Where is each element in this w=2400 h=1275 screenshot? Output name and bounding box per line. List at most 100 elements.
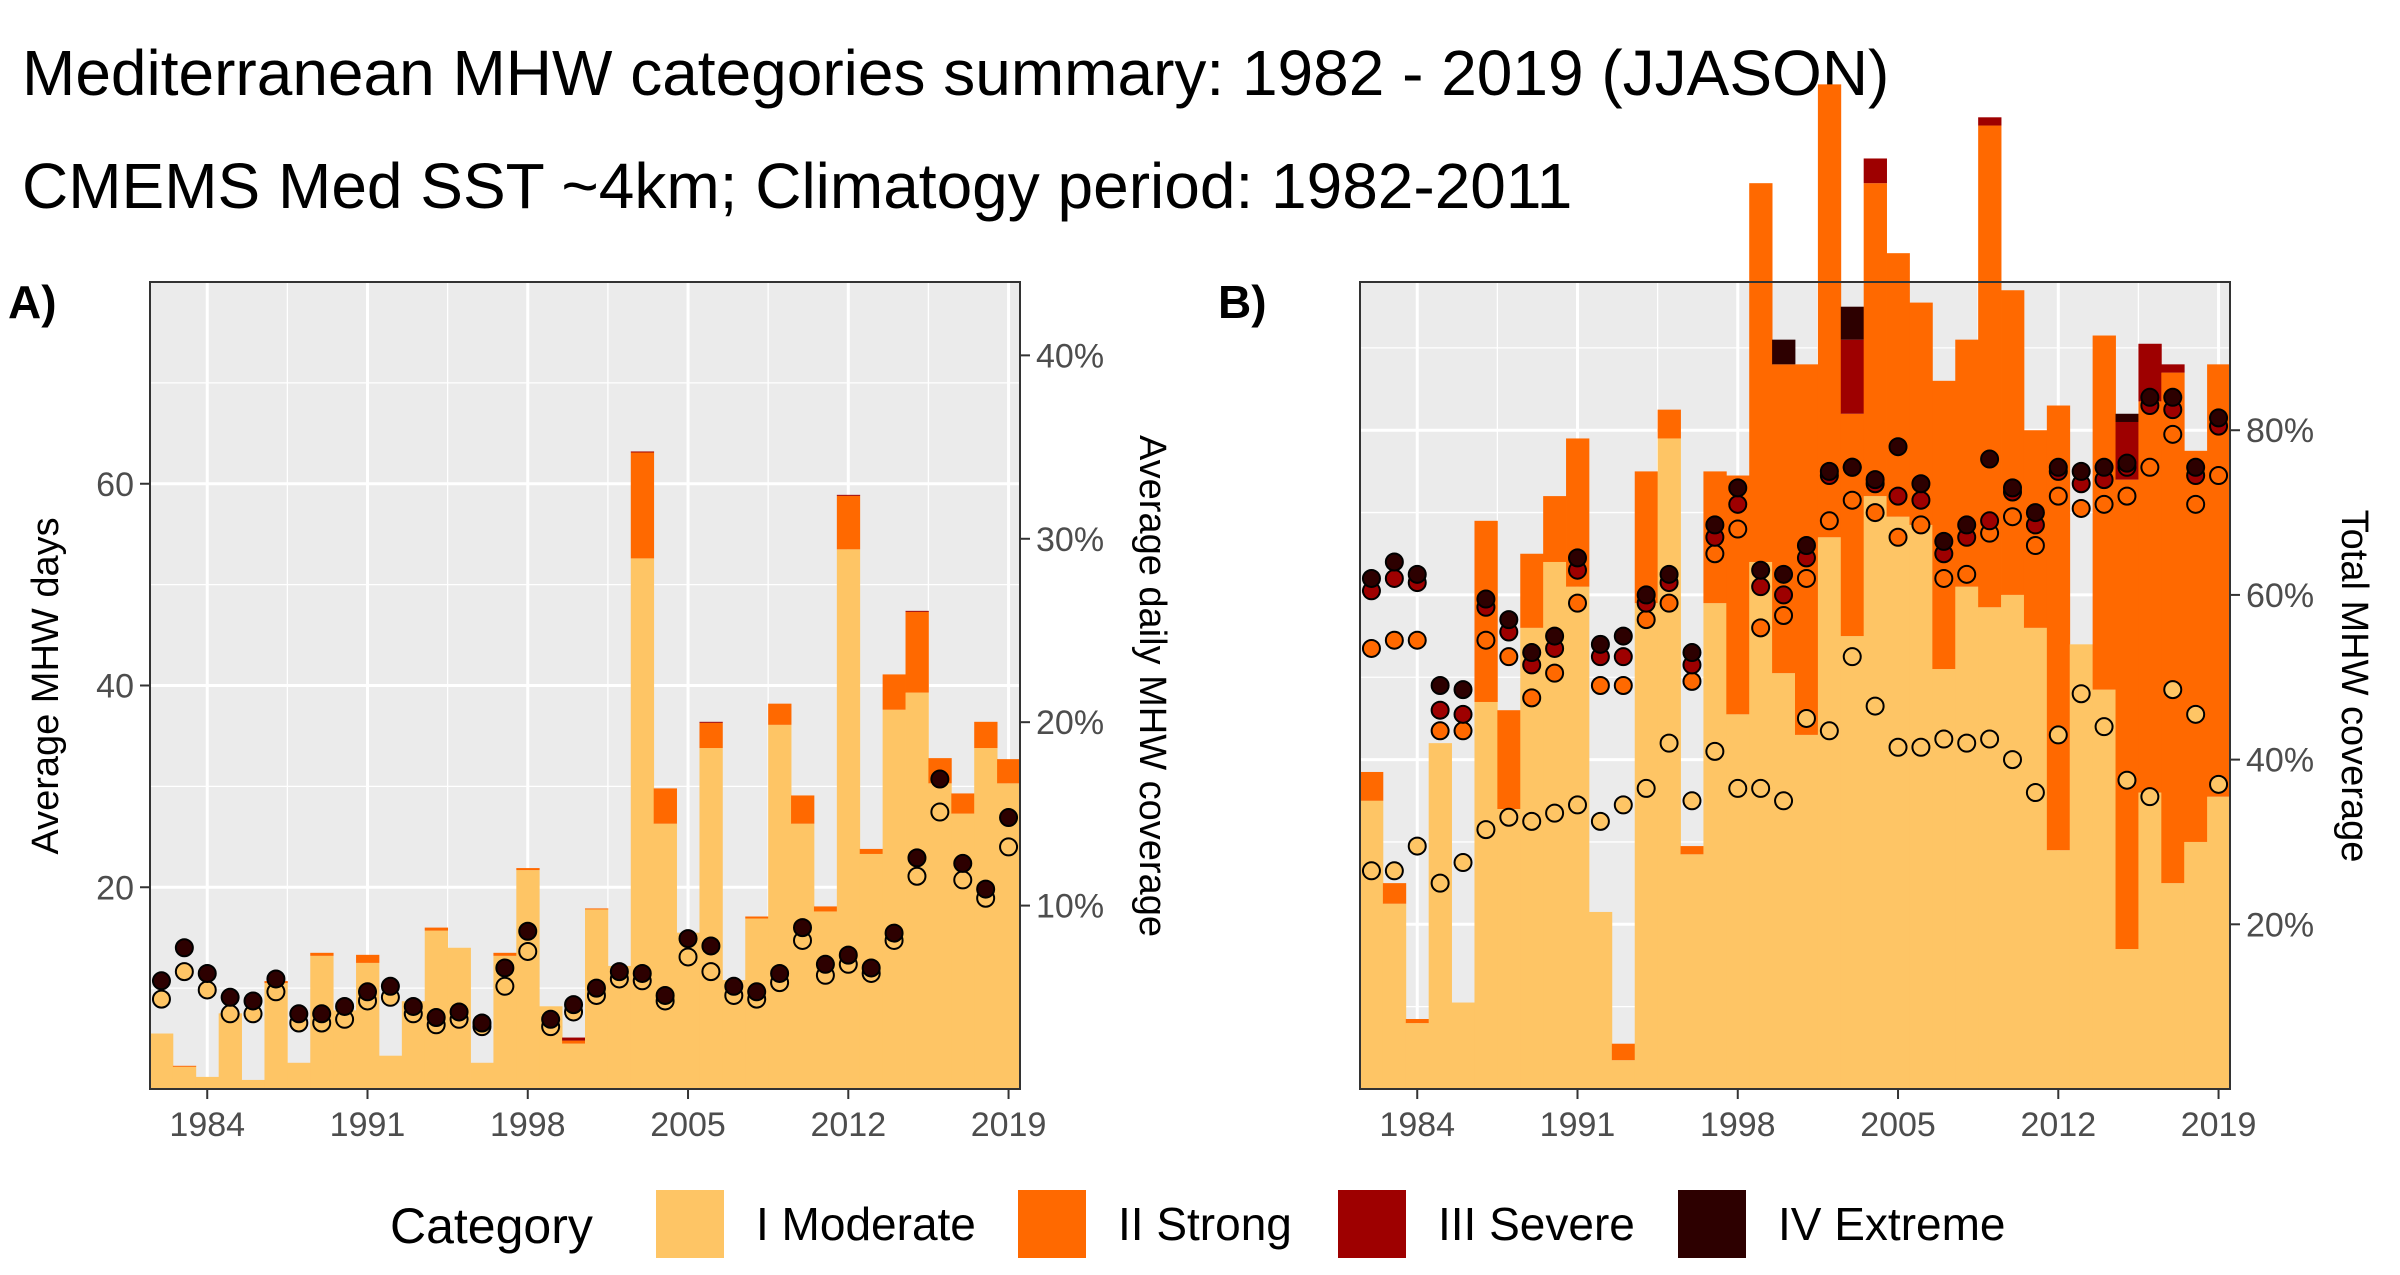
panel-b-axes: 1984 1991 1998 2005 2012 2019 20% 40% 60% 80%	[1379, 412, 2314, 1144]
point-strong-1999	[1751, 618, 1771, 638]
bar-moderate-1991	[356, 962, 380, 1089]
point-strong-1998	[1728, 519, 1748, 539]
bar-moderate-1991	[1566, 586, 1590, 1089]
bar-moderate-1986	[241, 1079, 265, 1089]
point-extreme-1986	[1453, 680, 1473, 700]
point-moderate-1997	[495, 976, 515, 996]
point-extreme-2016	[2140, 387, 2160, 407]
point-moderate-1991	[1568, 795, 1587, 815]
a-y2-tick-label: 20%	[1036, 704, 1104, 742]
point-strong-2010	[2003, 507, 2022, 527]
point-strong-2004	[1865, 503, 1885, 523]
bar-strong-2011	[813, 906, 838, 912]
point-strong-2013	[2071, 498, 2091, 518]
point-strong-2005	[1888, 527, 1908, 547]
point-total-2003	[632, 963, 652, 983]
point-moderate-2006	[701, 962, 721, 982]
bar-moderate-1996	[470, 1062, 494, 1089]
point-extreme-1982	[1361, 568, 1381, 588]
point-moderate-2019	[999, 837, 1019, 857]
bar-moderate-2007	[1932, 669, 1956, 1089]
point-strong-1994	[1636, 610, 1656, 630]
bar-moderate-1994	[1634, 603, 1659, 1089]
bar-moderate-2012	[836, 549, 861, 1089]
point-total-2017	[953, 853, 973, 873]
legend-label-extreme: IV Extreme	[1778, 1198, 2006, 1250]
panel-b-y2-axis-title: Total MHW coverage	[2333, 510, 2375, 863]
figure-subtitle: CMEMS Med SST ~4km; Climatogy period: 19…	[22, 150, 1572, 222]
bar-moderate-2001	[1795, 734, 1819, 1089]
point-total-2011	[815, 954, 835, 974]
point-total-1992	[380, 976, 400, 996]
bar-moderate-1987	[264, 983, 288, 1089]
point-strong-1984	[1407, 630, 1427, 650]
point-total-1985	[220, 987, 240, 1007]
panel-a-y-axis-title: Average MHW days	[25, 517, 67, 854]
bar-moderate-2011	[2023, 627, 2048, 1089]
point-moderate-1997	[1705, 741, 1725, 761]
point-moderate-1995	[1659, 733, 1679, 753]
bar-moderate-2006	[699, 748, 723, 1089]
point-severe-1983	[1384, 568, 1404, 588]
point-strong-1992	[1590, 676, 1610, 695]
point-extreme-2000	[1774, 564, 1794, 584]
point-total-1993	[403, 996, 423, 1016]
point-total-1987	[266, 969, 286, 989]
point-strong-2015	[2117, 486, 2137, 506]
bar-extreme-2015	[2115, 413, 2139, 422]
point-total-1989	[312, 1004, 332, 1024]
bar-moderate-2002	[607, 965, 632, 1089]
point-moderate-1984	[1407, 836, 1427, 856]
point-extreme-1985	[1430, 676, 1450, 695]
bar-moderate-1987	[1474, 701, 1498, 1089]
point-strong-1988	[1499, 647, 1519, 667]
bar-moderate-1989	[1520, 627, 1544, 1089]
bar-strong-2010	[791, 795, 815, 824]
bar-moderate-2003	[1840, 636, 1865, 1089]
bar-moderate-2018	[2184, 841, 2208, 1089]
point-moderate-2000	[1774, 791, 1794, 811]
point-moderate-1996	[1682, 791, 1702, 811]
point-extreme-1989	[1522, 643, 1542, 663]
point-extreme-1996	[1682, 643, 1702, 663]
bar-strong-2003	[1840, 413, 1865, 637]
point-total-2005	[678, 929, 698, 949]
bar-strong-2000	[562, 1040, 586, 1044]
bar-moderate-2012	[2046, 850, 2071, 1089]
panel-b-points	[1361, 387, 2229, 893]
point-strong-1982	[1361, 638, 1381, 658]
point-strong-1991	[1568, 593, 1587, 613]
bar-strong-2006	[699, 722, 723, 749]
point-total-1994	[426, 1007, 446, 1027]
point-strong-1996	[1682, 671, 1702, 691]
point-extreme-2017	[2163, 387, 2183, 407]
bar-moderate-2017	[2161, 883, 2185, 1089]
panel-a-points	[151, 769, 1019, 1037]
bar-severe-2004	[1863, 158, 1887, 184]
point-total-2004	[655, 985, 675, 1005]
bar-moderate-2014	[882, 709, 906, 1089]
point-total-2007	[724, 976, 744, 996]
point-extreme-1992	[1590, 634, 1610, 654]
point-moderate-1982	[151, 989, 171, 1009]
b-y2-tick-label: 60%	[2246, 577, 2314, 615]
point-extreme-2010	[2003, 478, 2022, 498]
point-moderate-1998	[1728, 778, 1748, 798]
panel-b-bars	[1360, 84, 2231, 1089]
figure-title: Mediterranean MHW categories summary: 19…	[22, 37, 1889, 109]
point-moderate-2006	[1911, 737, 1931, 757]
bar-strong-1983	[172, 1065, 197, 1067]
point-total-2019	[999, 808, 1019, 828]
bar-strong-1998	[516, 868, 540, 871]
point-moderate-1998	[518, 941, 538, 961]
legend-swatch-moderate	[656, 1190, 724, 1258]
bar-moderate-1998	[1726, 714, 1750, 1089]
point-strong-2016	[2140, 457, 2160, 477]
bar-strong-1994	[1634, 471, 1659, 604]
point-extreme-2015	[2117, 453, 2137, 473]
bar-moderate-1984	[1405, 1023, 1430, 1089]
point-extreme-1990	[1545, 626, 1565, 646]
bar-moderate-1993	[1611, 1060, 1636, 1089]
point-moderate-2005	[1888, 737, 1908, 757]
bar-severe-2003	[630, 451, 655, 453]
